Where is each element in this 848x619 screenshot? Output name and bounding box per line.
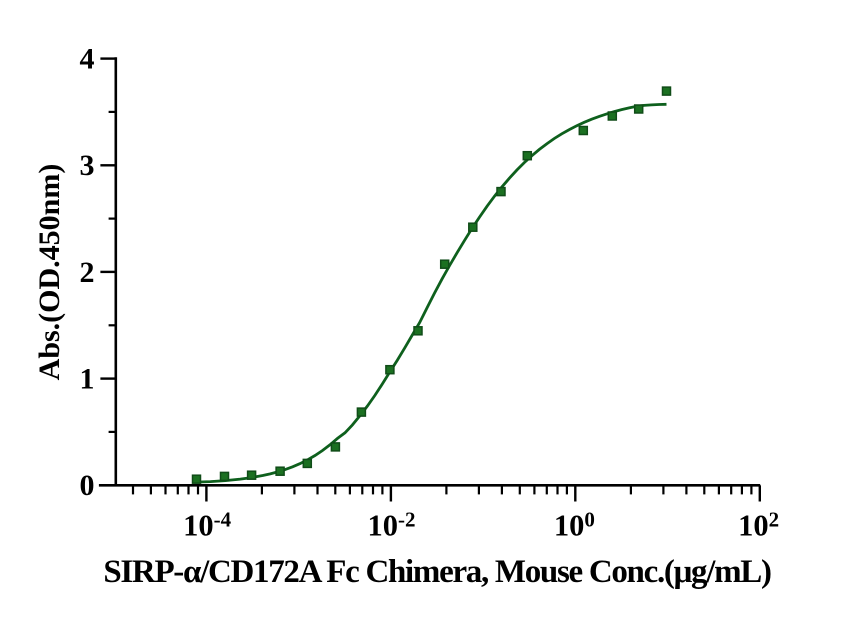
svg-text:Abs.(OD.450nm): Abs.(OD.450nm) bbox=[33, 164, 66, 381]
svg-text:2: 2 bbox=[80, 256, 95, 289]
svg-text:SIRP-α/CD172A Fc Chimera, Mous: SIRP-α/CD172A Fc Chimera, Mouse Conc.(μg… bbox=[103, 554, 771, 590]
svg-text:1: 1 bbox=[80, 363, 95, 396]
svg-text:4: 4 bbox=[80, 43, 95, 76]
svg-text:3: 3 bbox=[80, 149, 95, 182]
svg-text:0: 0 bbox=[80, 469, 95, 502]
